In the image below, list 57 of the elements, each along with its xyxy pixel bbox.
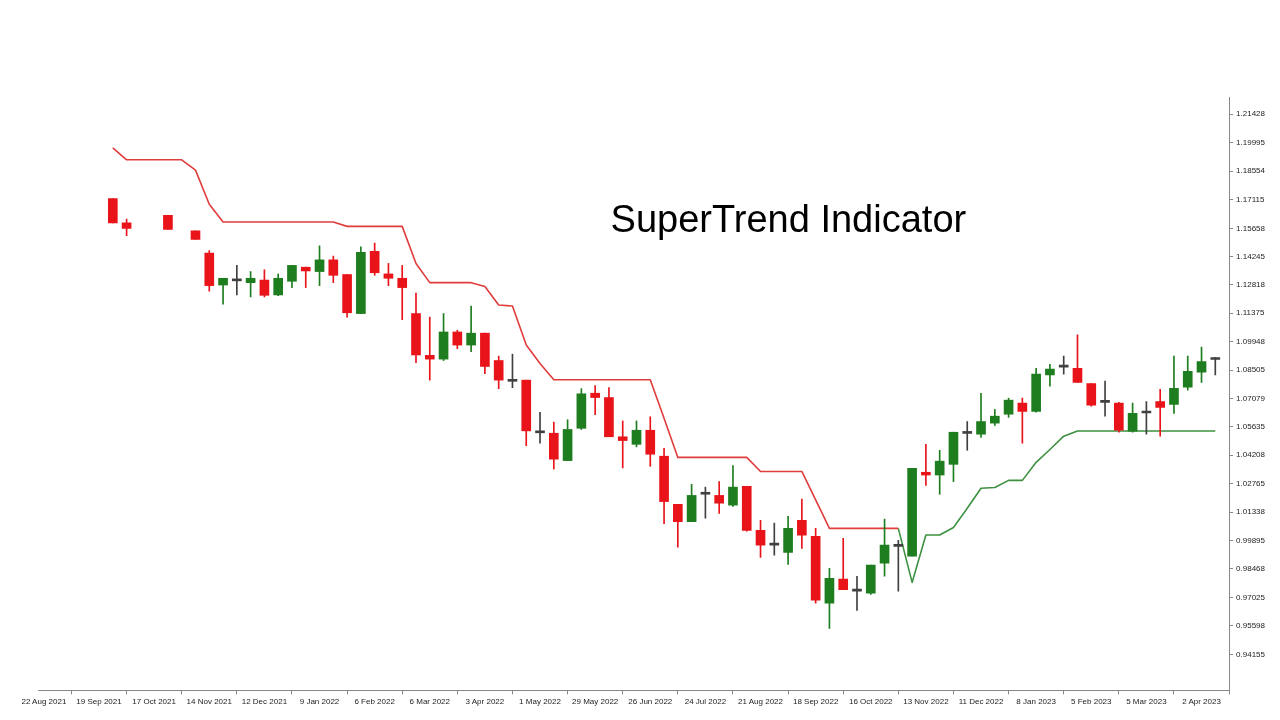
text: SuperTrend Indicator [610, 198, 967, 241]
x-tick-label: 9 Jan 2022 [299, 697, 340, 707]
y-tick-label: 1.11375 [1236, 308, 1265, 318]
candlestick [397, 265, 408, 321]
candlestick [617, 420, 628, 469]
x-tick-label: 2 Apr 2023 [1182, 697, 1222, 707]
y-tick-label: 1.18554 [1236, 166, 1266, 176]
y-tick-label: 0.94155 [1236, 649, 1266, 659]
candlestick [1210, 357, 1221, 376]
x-tick-label: 5 Mar 2023 [1126, 697, 1168, 707]
candlestick [1100, 380, 1110, 417]
candlestick [218, 277, 228, 305]
y-tick-label: 1.02765 [1236, 479, 1266, 489]
y-tick-label: 1.08505 [1236, 365, 1266, 375]
y-tick-label: 1.07079 [1236, 393, 1266, 403]
x-tick-label: 21 Aug 2022 [738, 697, 784, 707]
y-tick-label: 1.17115 [1236, 194, 1265, 204]
y-tick-label: 0.95598 [1236, 621, 1266, 631]
y-tick-label: 1.04208 [1236, 450, 1266, 460]
y-tick-label: 1.21428 [1236, 109, 1266, 119]
x-tick-label: 26 Jun 2022 [628, 697, 673, 707]
x-tick-label: 5 Feb 2023 [1071, 697, 1113, 707]
y-tick-label: 0.99895 [1236, 535, 1266, 545]
x-tick-label: 14 Nov 2021 [186, 697, 233, 707]
candlestick [714, 481, 725, 514]
x-tick-label: 6 Feb 2022 [354, 697, 396, 707]
candlestick [838, 537, 849, 590]
candlestick [1155, 389, 1166, 437]
y-tick-label: 1.01338 [1236, 507, 1266, 517]
x-tick-label: 24 Jul 2022 [684, 697, 727, 707]
y-tick-label: 0.98468 [1236, 564, 1266, 574]
candlestick [424, 316, 435, 381]
x-tick-label: 1 May 2022 [519, 697, 562, 707]
candlestick [300, 266, 311, 288]
y-tick-label: 1.12818 [1236, 279, 1266, 289]
x-tick-label: 12 Dec 2021 [241, 697, 288, 707]
candlestick [769, 522, 780, 556]
x-tick-label: 22 Aug 2021 [21, 697, 67, 707]
x-tick-label: 13 Nov 2022 [903, 697, 950, 707]
y-tick-label: 1.14245 [1236, 251, 1266, 261]
x-tick-label: 8 Jan 2023 [1016, 697, 1057, 707]
candlestick [921, 443, 931, 486]
y-tick-label: 1.19995 [1236, 137, 1266, 147]
x-tick-label: 16 Oct 2022 [848, 697, 894, 707]
y-tick-label: 1.15658 [1236, 223, 1266, 233]
y-tick-label: 0.97025 [1236, 592, 1266, 602]
x-tick-label: 3 Apr 2022 [465, 697, 505, 707]
x-tick-label: 29 May 2022 [572, 697, 619, 707]
candlestick [962, 421, 973, 451]
candlestick [590, 385, 600, 415]
x-tick-label: 18 Sep 2022 [792, 697, 839, 707]
x-tick-label: 11 Dec 2022 [958, 697, 1004, 707]
x-tick-label: 19 Sep 2021 [76, 697, 123, 707]
x-tick-label: 17 Oct 2021 [132, 697, 177, 707]
y-tick-label: 1.05635 [1236, 422, 1266, 432]
y-tick-label: 1.09948 [1236, 336, 1266, 346]
x-tick-label: 6 Mar 2022 [409, 697, 451, 707]
